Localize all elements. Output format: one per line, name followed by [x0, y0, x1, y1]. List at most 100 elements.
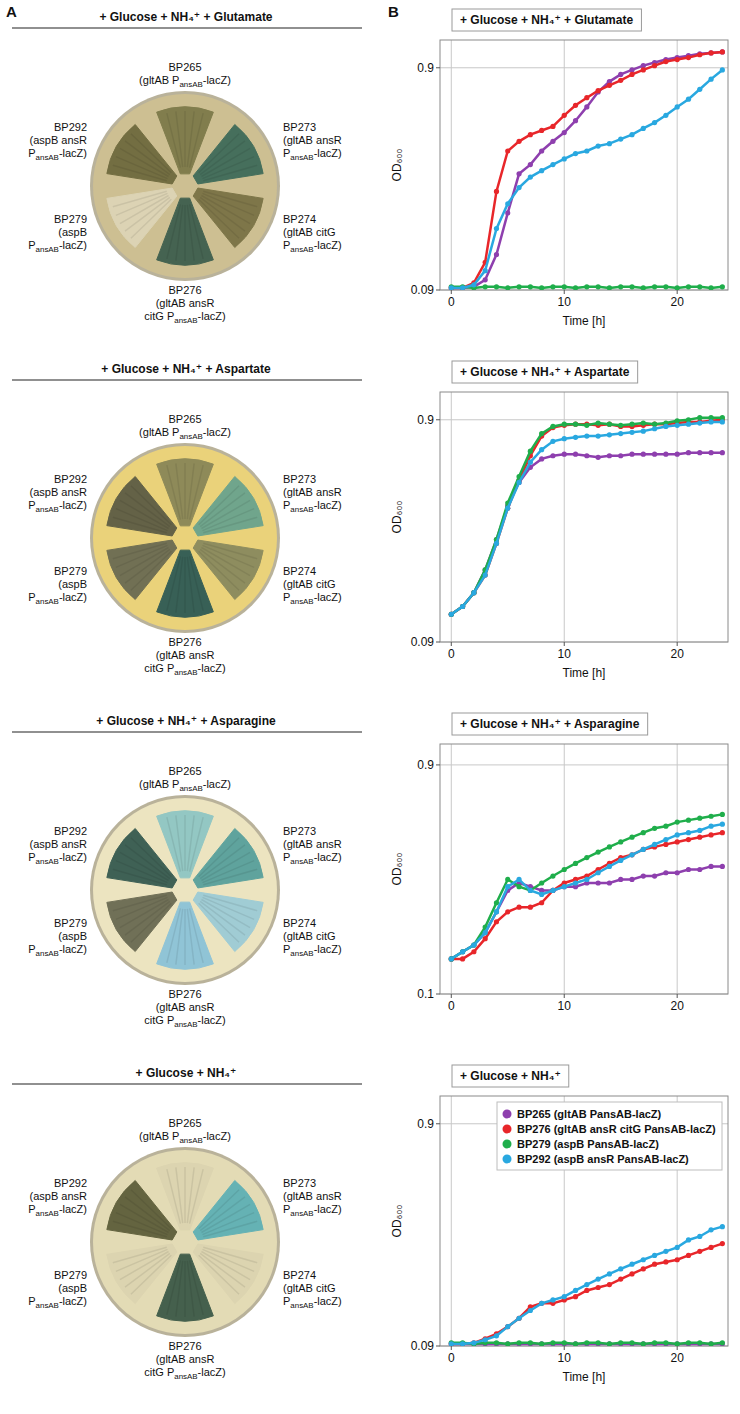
data-point [483, 573, 488, 578]
strain-label: BP273 [283, 1177, 316, 1189]
data-point [629, 835, 634, 840]
strain-label: BP276 [168, 988, 201, 1000]
strain-label: PansAB-lacZ) [283, 239, 342, 254]
data-point [663, 1340, 668, 1345]
data-point [641, 873, 646, 878]
data-point [494, 919, 499, 924]
streak-texture [131, 1190, 171, 1229]
data-point [550, 873, 555, 878]
series-line [451, 833, 722, 959]
data-point [573, 1341, 578, 1346]
data-point [607, 844, 612, 849]
streak-texture [113, 895, 167, 910]
streak-texture [187, 815, 194, 871]
data-point [573, 151, 578, 156]
tick-label: 0.9 [417, 758, 434, 772]
data-point [675, 839, 680, 844]
data-point [675, 1341, 680, 1346]
strain-label: BP274 [283, 213, 316, 225]
strain-label: PansAB-lacZ) [28, 147, 87, 162]
data-point [652, 422, 657, 427]
strain-label: (gltAB ansR [156, 1001, 215, 1013]
strain-label-part: (gltAB ansR [156, 649, 215, 661]
data-point [471, 590, 476, 595]
strain-label: BP279 [54, 565, 87, 577]
series-line [451, 422, 722, 614]
data-point [618, 1340, 623, 1345]
data-point [607, 1282, 612, 1287]
chart: 0.090.901020Time [h]OD₆₀₀+ Glucose + NH₄… [390, 9, 728, 328]
title-rule [12, 379, 362, 380]
strain-label-part: ansAB [36, 153, 59, 162]
data-point [720, 284, 725, 289]
streak-texture [203, 517, 257, 532]
data-point [663, 1259, 668, 1264]
data-point [516, 480, 521, 485]
streak-texture [184, 1167, 186, 1223]
data-point [720, 1224, 725, 1229]
chart: 0.10.901020OD₆₀₀+ Glucose + NH₄⁺ + Aspar… [390, 713, 728, 1013]
data-point [686, 284, 691, 289]
data-point [697, 816, 702, 821]
tick [564, 642, 565, 646]
plate-rim [90, 443, 280, 633]
strain-label-part: BP273 [283, 1177, 316, 1189]
strain-label-part: ansAB [36, 597, 59, 606]
data-point [720, 450, 725, 455]
grid-line [677, 40, 678, 290]
strain-label: citG PansAB-lacZ) [144, 310, 225, 325]
strain-label-part: ansAB [179, 432, 202, 441]
data-point [618, 453, 623, 458]
strain-label-part: (aspB [58, 578, 87, 590]
grid-line [440, 67, 728, 68]
strain-label-part: ansAB [36, 857, 59, 866]
tick [677, 1346, 678, 1350]
streak-texture [187, 909, 194, 965]
series-line [451, 52, 722, 288]
streak-texture [203, 1221, 257, 1236]
legend: BP265 (gltAB PansAB-lacZ)BP276 (gltAB an… [497, 1102, 722, 1170]
strain-label-part: P [283, 943, 290, 955]
data-point [652, 1340, 657, 1345]
plate-agar [93, 446, 277, 630]
data-point [607, 1271, 612, 1276]
streak-texture [184, 205, 186, 261]
strain-label: PansAB-lacZ) [283, 591, 342, 606]
data-point [708, 285, 713, 290]
data-point [584, 104, 589, 109]
plate-agar [93, 798, 277, 982]
tick-label: 0 [448, 1351, 455, 1365]
strain-label: BP279 [54, 213, 87, 225]
strain-label: (gltAB PansAB-lacZ) [139, 74, 231, 89]
strain-label: BP292 [54, 1177, 87, 1189]
data-point [494, 909, 499, 914]
data-point [573, 1341, 578, 1346]
data-point [483, 930, 488, 935]
grid-line [451, 1096, 452, 1346]
data-point [629, 877, 634, 882]
streak-texture [200, 549, 245, 583]
data-point [550, 1340, 555, 1345]
strain-label-part: (aspB [58, 930, 87, 942]
strain-label: BP273 [283, 825, 316, 837]
data-point [596, 284, 601, 289]
data-point [460, 956, 465, 961]
data-point [550, 888, 555, 893]
data-point [528, 888, 533, 893]
streak-texture [176, 557, 183, 613]
streak-texture [203, 165, 257, 180]
data-point [562, 1294, 567, 1299]
strain-label-part: ansAB [290, 505, 313, 514]
chart-title: + Glucose + NH₄⁺ + Glutamate [460, 13, 633, 27]
chart-title-box: + Glucose + NH₄⁺ + Asparagine [452, 713, 648, 735]
data-point [516, 884, 521, 889]
series-line [451, 1244, 722, 1344]
streak-texture [116, 545, 168, 567]
data-point [629, 852, 634, 857]
streak-texture [113, 1221, 167, 1236]
data-point [675, 1245, 680, 1250]
data-point [618, 423, 623, 428]
data-point [607, 422, 612, 427]
strain-label-part: citG P [144, 1014, 174, 1026]
strain-label-part: (gltAB ansR [283, 134, 342, 146]
